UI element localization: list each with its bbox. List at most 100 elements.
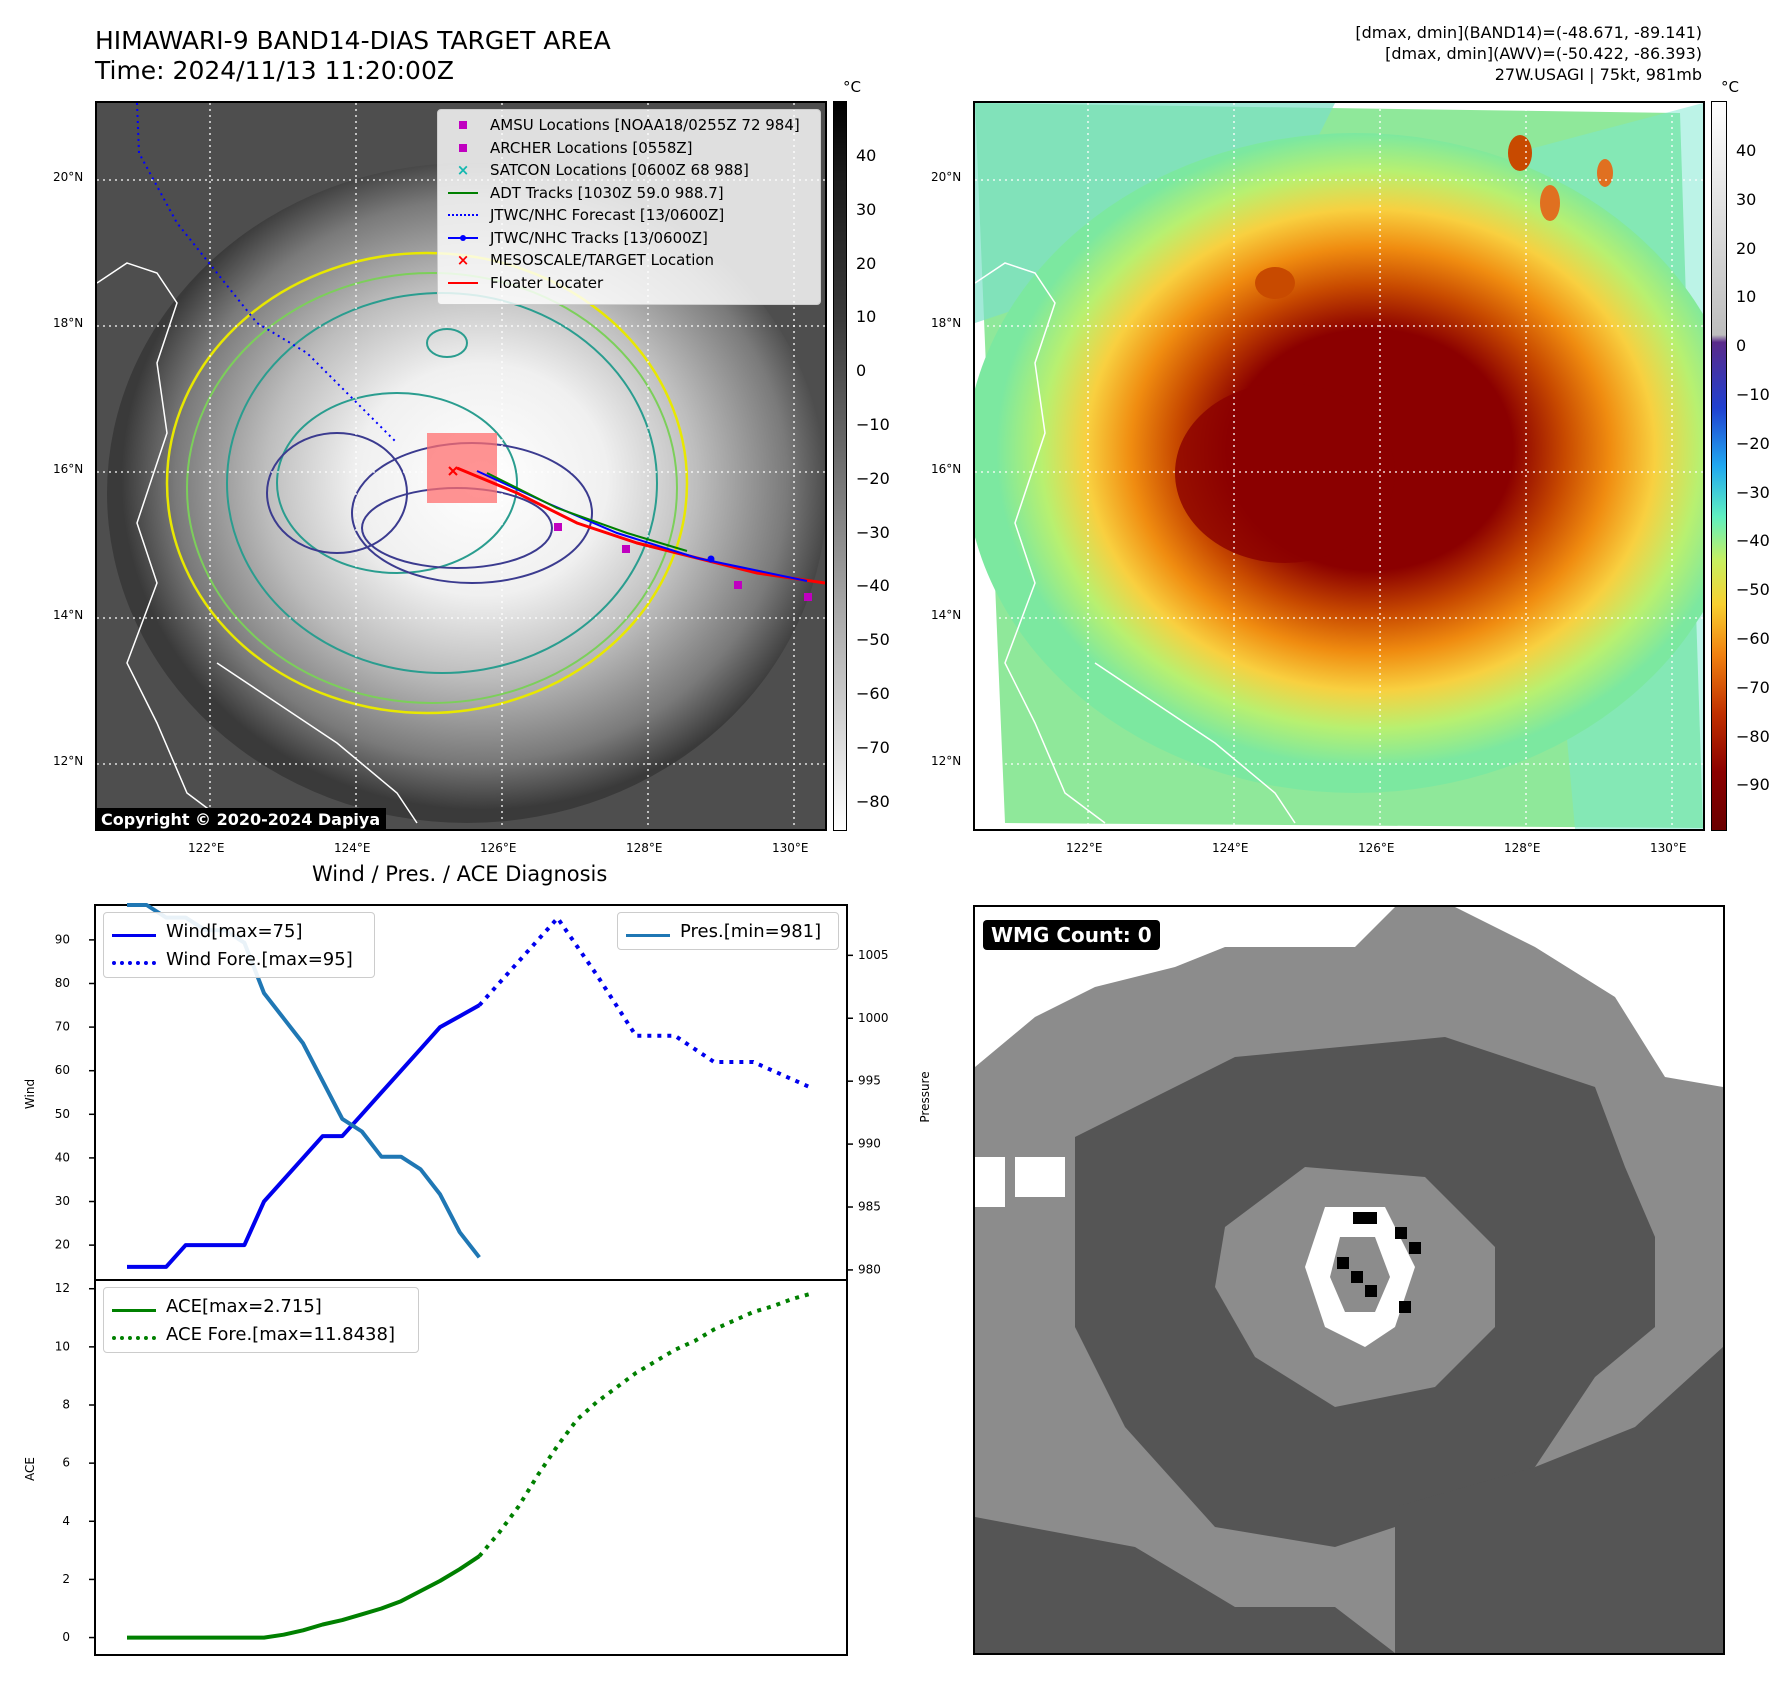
- legend-label: Pres.[min=981]: [680, 920, 822, 942]
- ir-color-map[interactable]: [973, 101, 1705, 831]
- adt-track: [486, 472, 688, 552]
- figure-title-text: HIMAWARI-9 BAND14-DIAS TARGET AREA: [95, 26, 611, 55]
- colorbar-tick-label: 10: [856, 307, 877, 327]
- colorbar-tick-label: −80: [856, 791, 890, 811]
- lat-label: 14°N: [931, 608, 962, 622]
- colorbar-tick-label: −60: [1736, 629, 1770, 648]
- band14-stats: [dmax, dmin](BAND14)=(-48.671, -89.141): [1355, 23, 1702, 42]
- colorbar-tick-label: −50: [1736, 580, 1770, 600]
- colorbar-tick-label: 0: [1736, 336, 1747, 356]
- legend-label: ARCHER Locations [0558Z]: [490, 138, 693, 157]
- figure-title: HIMAWARI-9 BAND14-DIAS TARGET AREA Time:…: [95, 26, 611, 86]
- wmg-map[interactable]: [973, 905, 1725, 1655]
- lat-label: 18°N: [53, 316, 84, 330]
- legend-label: AMSU Locations [NOAA18/0255Z 72 984]: [490, 116, 800, 135]
- colorbar-tick-label: 10: [1736, 287, 1757, 307]
- colorbar-tick-label: −60: [856, 684, 890, 703]
- colorbar-tick-label: 40: [856, 146, 877, 165]
- colorbar-tick-label: −80: [1736, 726, 1770, 746]
- wind-legend: Wind[max=75] Wind Fore.[max=95]: [103, 912, 375, 978]
- floater-track: [456, 466, 825, 585]
- colorbar-tick-label: −10: [856, 415, 890, 434]
- ir-color-map-svg: [975, 103, 1703, 829]
- mesoscale-box: [427, 433, 497, 503]
- wind-tick-label: 40: [55, 1150, 70, 1164]
- wmg-map-svg: [975, 907, 1723, 1653]
- lat-label: 20°N: [931, 170, 962, 184]
- pressure-tick-label: 985: [858, 1200, 881, 1214]
- wind-tick-label: 90: [55, 932, 70, 946]
- legend-row: Floater Locater: [446, 272, 812, 295]
- colorbar-tick-label: −70: [1736, 677, 1770, 697]
- wind-tick-group: 20 30 40 50 60 70 80 90: [55, 932, 95, 1252]
- pressure-axis-label: Pressure: [918, 1071, 932, 1123]
- ace-tick-label: 10: [55, 1339, 70, 1353]
- pressure-legend: Pres.[min=981]: [617, 912, 839, 950]
- colorbar-tick-label: 40: [1736, 141, 1757, 160]
- coastline: [975, 262, 1296, 824]
- coastline: [97, 262, 418, 824]
- copyright-badge: Copyright © 2020-2024 Dapiya: [95, 808, 387, 831]
- legend-row: ARCHER Locations [0558Z]: [446, 137, 812, 160]
- wind-tick-label: 70: [55, 1020, 70, 1034]
- colorbar-tick-label: −30: [856, 522, 890, 542]
- legend-row: ACE[max=2.715]: [112, 1292, 410, 1320]
- colorbar-tick-label: 30: [1736, 189, 1757, 209]
- legend-row: × MESOSCALE/TARGET Location: [456, 251, 715, 270]
- pressure-tick-label: 995: [858, 1074, 881, 1088]
- lon-label: 124°E: [334, 841, 371, 855]
- pres-tick-group: 980 985 990 995 1000 1005: [847, 948, 889, 1276]
- wind-tick-label: 80: [55, 976, 70, 990]
- lat-label: 20°N: [53, 170, 84, 184]
- colorbar-color-unit: °C: [1721, 78, 1739, 96]
- colorbar-tick-label: −10: [1736, 385, 1770, 404]
- ace-tick-label: 2: [62, 1572, 70, 1586]
- ace-tick-label: 0: [62, 1630, 70, 1644]
- colorbar-tick-label: −40: [856, 576, 890, 596]
- legend-label: SATCON Locations [0600Z 68 988]: [490, 161, 749, 180]
- legend-label: ACE[max=2.715]: [166, 1295, 322, 1317]
- colorbar-tick-label: 0: [856, 361, 867, 381]
- lat-label: 14°N: [53, 608, 84, 622]
- colorbar-gray: [833, 101, 847, 831]
- lon-label: 122°E: [1066, 841, 1103, 855]
- ace-tick-label: 4: [62, 1514, 70, 1528]
- wind-tick-label: 50: [55, 1107, 70, 1121]
- lon-label: 126°E: [1358, 841, 1395, 855]
- legend-label: MESOSCALE/TARGET Location: [490, 251, 715, 270]
- lon-label: 124°E: [1212, 841, 1249, 855]
- ace-forecast-line: [477, 1291, 813, 1558]
- pressure-tick-label: 1005: [858, 948, 889, 962]
- lon-label: 130°E: [772, 841, 809, 855]
- storm-info: 27W.USAGI | 75kt, 981mb: [1494, 65, 1702, 84]
- figure-time-text: Time: 2024/11/13 11:20:00Z: [95, 56, 454, 85]
- wind-series-line: [127, 1003, 481, 1269]
- ir-gray-map[interactable]: AMSU Locations [NOAA18/0255Z 72 984] ARC…: [95, 101, 827, 831]
- legend-label: JTWC/NHC Forecast [13/0600Z]: [490, 206, 725, 225]
- wind-tick-label: 30: [55, 1194, 70, 1208]
- ace-legend: ACE[max=2.715] ACE Fore.[max=11.8438]: [103, 1287, 419, 1353]
- lon-label: 122°E: [188, 841, 225, 855]
- ace-axis-label: ACE: [23, 1457, 37, 1481]
- map-legend: AMSU Locations [NOAA18/0255Z 72 984] ARC…: [437, 109, 821, 305]
- legend-label: Floater Locater: [490, 273, 604, 292]
- colorbar-color: [1711, 101, 1727, 831]
- ace-tick-label: 12: [55, 1281, 70, 1295]
- lon-label: 128°E: [1504, 841, 1541, 855]
- wind-axis-label: Wind: [23, 1078, 37, 1110]
- legend-label: ACE Fore.[max=11.8438]: [166, 1323, 395, 1345]
- colorbar-tick-label: −20: [1736, 433, 1770, 453]
- awv-stats: [dmax, dmin](AWV)=(-50.422, -86.393): [1385, 44, 1702, 63]
- ace-tick-label: 6: [62, 1456, 70, 1470]
- colorbar-tick-label: −30: [1736, 482, 1770, 502]
- colorbar-tick-label: 30: [856, 199, 877, 219]
- lat-label: 12°N: [53, 754, 84, 768]
- pressure-tick-label: 980: [858, 1262, 881, 1276]
- amsu-markers: [554, 523, 812, 601]
- colorbar-tick-label: −20: [856, 468, 890, 488]
- legend-label: Wind[max=75]: [166, 920, 303, 942]
- ace-series-group: [127, 1291, 813, 1640]
- legend-label: ADT Tracks [1030Z 59.0 988.7]: [490, 183, 724, 202]
- lon-label: 128°E: [626, 841, 663, 855]
- wind-tick-label: 60: [55, 1063, 70, 1077]
